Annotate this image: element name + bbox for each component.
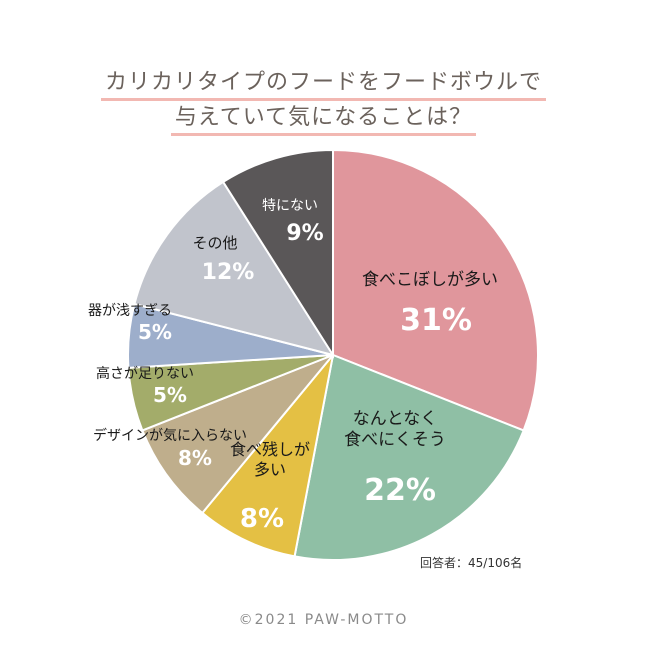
pie-slice — [332, 148, 539, 432]
slice-value-label: 5% — [138, 320, 172, 344]
slice-value-label: 5% — [153, 383, 187, 407]
slice-value-label: 12% — [202, 260, 255, 285]
slice-value-label: 8% — [178, 446, 212, 470]
pie-slice — [200, 354, 334, 558]
chart-title-line-1: カリカリタイプのフードをフードボウルで — [0, 64, 647, 101]
slice-value-label: 8% — [240, 504, 284, 534]
slice-label: 食べ残しが多い — [230, 440, 310, 479]
slice-label: デザインが気に入らない — [93, 427, 247, 444]
pie-slice — [221, 148, 334, 359]
slice-label: 高さが足りない — [96, 365, 194, 382]
slice-label: 食べこぼしが多い — [362, 270, 498, 290]
pie-slice — [133, 180, 336, 357]
respondent-note: 回答者：45/106名 — [420, 556, 523, 570]
slice-value-label: 9% — [286, 221, 323, 246]
slice-label: その他 — [192, 234, 237, 252]
slice-label: 器が浅すぎる — [88, 303, 172, 319]
slice-label: なんとなく食べにくそう — [344, 409, 446, 450]
slice-value-label: 31% — [400, 303, 472, 338]
copyright: ©2021 PAW-MOTTO — [238, 612, 409, 628]
chart-title-line-2: 与えていて気になることは？ — [0, 99, 647, 136]
slice-label: 特にない — [262, 198, 318, 214]
pie-slice — [293, 353, 525, 561]
pie-slice — [141, 354, 334, 515]
slice-value-label: 22% — [364, 473, 436, 508]
